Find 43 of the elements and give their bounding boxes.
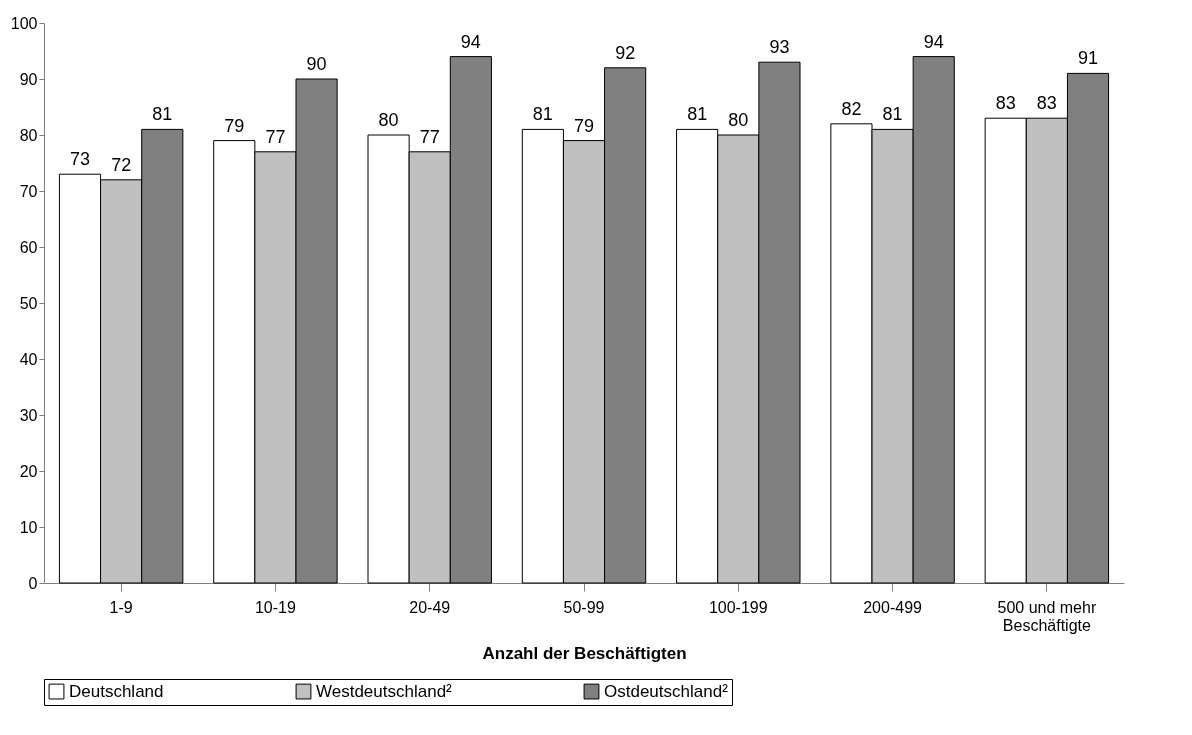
data-label: 83 xyxy=(995,93,1016,114)
y-tick-label: 60 xyxy=(19,238,38,256)
y-tick-label: 90 xyxy=(19,70,38,88)
x-tick-label: 10-19 xyxy=(254,598,296,616)
y-tick-label: 100 xyxy=(10,14,38,32)
data-label: 92 xyxy=(615,42,636,63)
legend-label: Westdeutschland² xyxy=(316,681,453,701)
data-label: 73 xyxy=(69,149,91,170)
x-tick-label: 1-9 xyxy=(109,598,133,616)
data-label: 81 xyxy=(687,104,708,125)
data-label: 80 xyxy=(728,110,749,130)
data-label: 90 xyxy=(306,54,327,74)
data-label: 77 xyxy=(419,126,440,147)
data-label: 94 xyxy=(923,31,944,52)
data-label: 72 xyxy=(111,154,132,175)
y-tick-label: 10 xyxy=(19,518,38,536)
x-tick-label: 20-49 xyxy=(409,598,451,616)
data-label: 81 xyxy=(532,104,553,125)
y-tick-label: 30 xyxy=(19,406,38,424)
data-label: 81 xyxy=(152,104,173,125)
y-tick-label: 40 xyxy=(19,350,38,368)
y-tick-label: 0 xyxy=(28,574,38,592)
y-tick-label: 70 xyxy=(19,182,38,200)
y-tick-label: 80 xyxy=(19,126,38,144)
legend-label: Ostdeutschland² xyxy=(604,681,729,701)
y-tick-label: 50 xyxy=(19,294,38,312)
data-label: 81 xyxy=(882,104,903,125)
x-tick-label: 50-99 xyxy=(563,598,605,616)
data-label: 79 xyxy=(573,115,595,136)
data-label: 77 xyxy=(265,126,286,147)
data-label: 82 xyxy=(841,98,862,119)
data-label: 91 xyxy=(1077,48,1099,69)
legend-label: Deutschland xyxy=(69,681,164,701)
data-label: 79 xyxy=(224,115,245,136)
x-tick-label: 100-199 xyxy=(708,598,768,616)
data-label: 94 xyxy=(460,31,481,52)
x-tick-label: 500 und mehr Beschäftigte xyxy=(997,598,1097,634)
data-label: 83 xyxy=(1036,93,1057,114)
x-tick-label: 200-499 xyxy=(863,598,923,616)
y-tick-label: 20 xyxy=(19,462,38,480)
data-label: 93 xyxy=(769,37,790,58)
x-axis-title: Anzahl der Beschäftigten xyxy=(482,643,687,663)
data-label: 80 xyxy=(378,110,399,130)
